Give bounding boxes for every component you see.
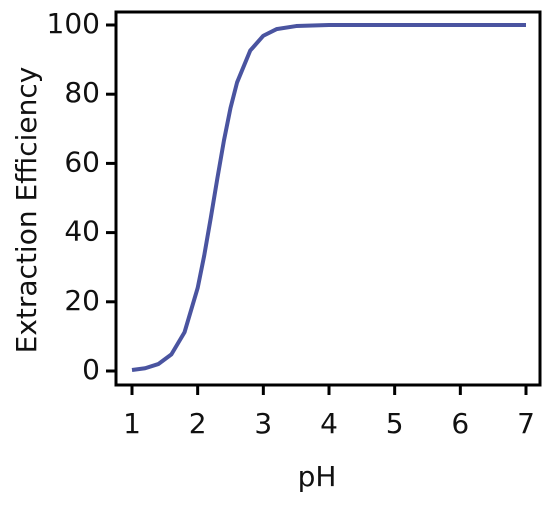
y-tick-label: 60 (64, 145, 100, 178)
x-tick-label: 3 (254, 407, 272, 440)
y-tick-label: 40 (64, 215, 100, 248)
x-tick-label: 4 (320, 407, 338, 440)
y-tick-label: 80 (64, 76, 100, 109)
y-axis-label: Extraction Efficiency (10, 67, 43, 354)
y-tick-label: 0 (82, 353, 100, 386)
y-tick-label: 100 (47, 7, 100, 40)
x-axis-label: pH (298, 460, 337, 493)
x-tick-label: 6 (451, 407, 469, 440)
x-tick-label: 2 (189, 407, 207, 440)
plot-frame (114, 10, 542, 387)
data-line (131, 23, 526, 372)
x-tick-label: 1 (123, 407, 141, 440)
x-tick-label: 7 (517, 407, 535, 440)
x-tick-label: 5 (386, 407, 404, 440)
y-tick-label: 20 (64, 284, 100, 317)
